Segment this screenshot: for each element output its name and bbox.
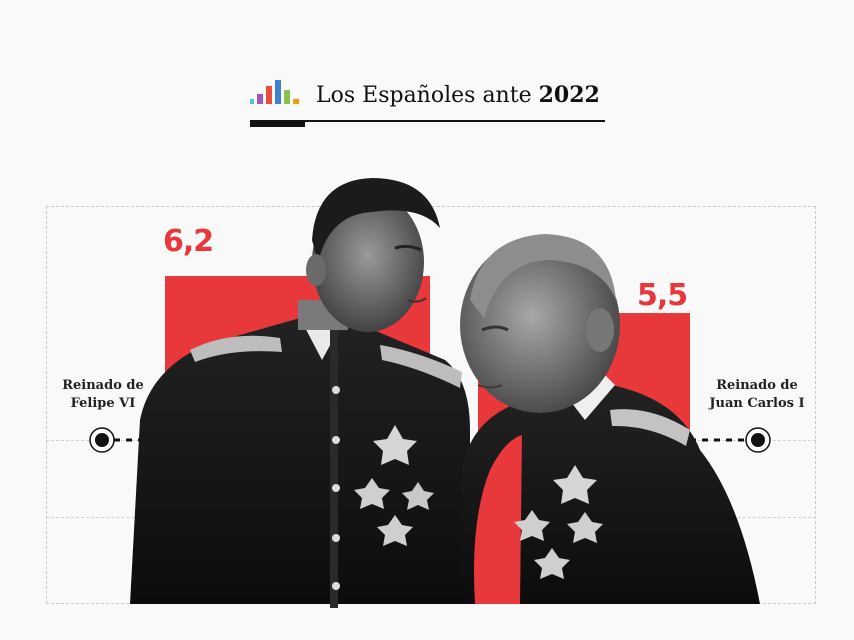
category-line: Reinado de xyxy=(62,378,144,393)
category-label-juan-carlos-i: Reinado de Juan Carlos I xyxy=(692,377,822,413)
title-year: 2022 xyxy=(538,82,600,108)
logo-bar xyxy=(284,90,290,104)
chart-header: Los Españoles ante 2022 xyxy=(250,78,605,128)
logo-bar xyxy=(275,80,281,104)
category-line: Reinado de xyxy=(716,378,798,393)
logo-bar xyxy=(257,94,263,104)
logo-bar xyxy=(266,86,272,104)
left-marker xyxy=(89,427,115,453)
category-label-felipe-vi: Reinado de Felipe VI xyxy=(38,377,168,413)
title-prefix: Los Españoles ante xyxy=(316,83,532,108)
juan-carlos-i-photo xyxy=(460,234,760,604)
logo-bar xyxy=(293,99,299,104)
page-title: Los Españoles ante 2022 xyxy=(316,78,600,113)
category-line: Juan Carlos I xyxy=(709,396,805,411)
data-label-juan-carlos-i: 5,5 xyxy=(637,278,688,313)
felipe-vi-photo xyxy=(130,178,470,608)
title-rule xyxy=(250,120,605,122)
bar-chart-logo-icon xyxy=(250,80,299,104)
right-marker xyxy=(745,427,771,453)
logo-bar xyxy=(250,99,254,104)
category-line: Felipe VI xyxy=(70,396,136,411)
data-label-felipe-vi: 6,2 xyxy=(163,224,214,259)
title-rule-accent xyxy=(250,121,305,127)
